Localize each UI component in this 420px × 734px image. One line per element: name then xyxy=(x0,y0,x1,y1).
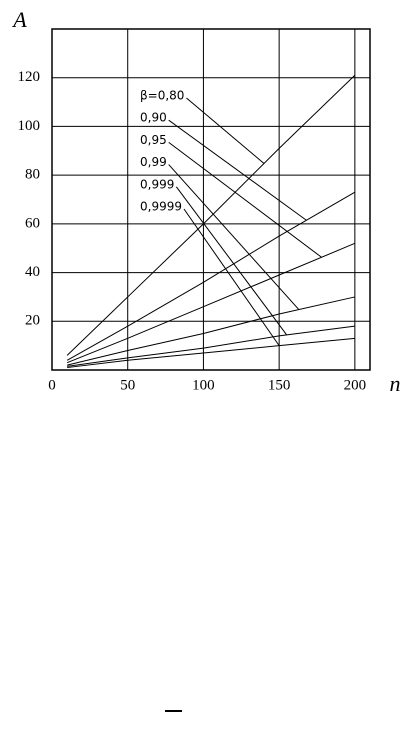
y-tick-label: 100 xyxy=(18,118,41,134)
x-tick-label: 200 xyxy=(344,377,367,393)
x-tick-label: 150 xyxy=(268,377,291,393)
series-line xyxy=(67,325,355,367)
legend-label: 0,999 xyxy=(140,177,174,191)
legend-label: β=0,80 xyxy=(140,89,184,103)
y-tick-label: 40 xyxy=(25,264,40,280)
y-tick-label: 60 xyxy=(25,215,40,231)
y-tick-label: 120 xyxy=(18,69,41,85)
x-tick-label: 50 xyxy=(120,377,135,393)
legend-label: 0,9999 xyxy=(140,200,182,214)
series-line xyxy=(66,242,356,364)
x-tick-label: 0 xyxy=(48,377,56,393)
legend-label: 0,90 xyxy=(140,111,167,125)
series-line xyxy=(66,191,356,361)
leader-line xyxy=(175,186,288,336)
leader-line xyxy=(183,208,280,346)
leader-line xyxy=(186,97,265,164)
leader-line xyxy=(168,164,300,310)
series-line xyxy=(67,337,355,369)
legend-label: 0,95 xyxy=(140,133,167,147)
y-tick-label: 20 xyxy=(25,313,40,329)
y-axis-label: A xyxy=(11,7,27,32)
x-tick-label: 100 xyxy=(192,377,215,393)
series-line xyxy=(67,296,355,366)
leader-line xyxy=(168,142,322,258)
y-tick-label: 80 xyxy=(25,167,40,183)
x-axis-label: n xyxy=(390,371,401,396)
leader-line xyxy=(168,119,307,221)
legend-label: 0,99 xyxy=(140,155,167,169)
series-line xyxy=(66,74,356,356)
plot-frame xyxy=(51,28,371,371)
